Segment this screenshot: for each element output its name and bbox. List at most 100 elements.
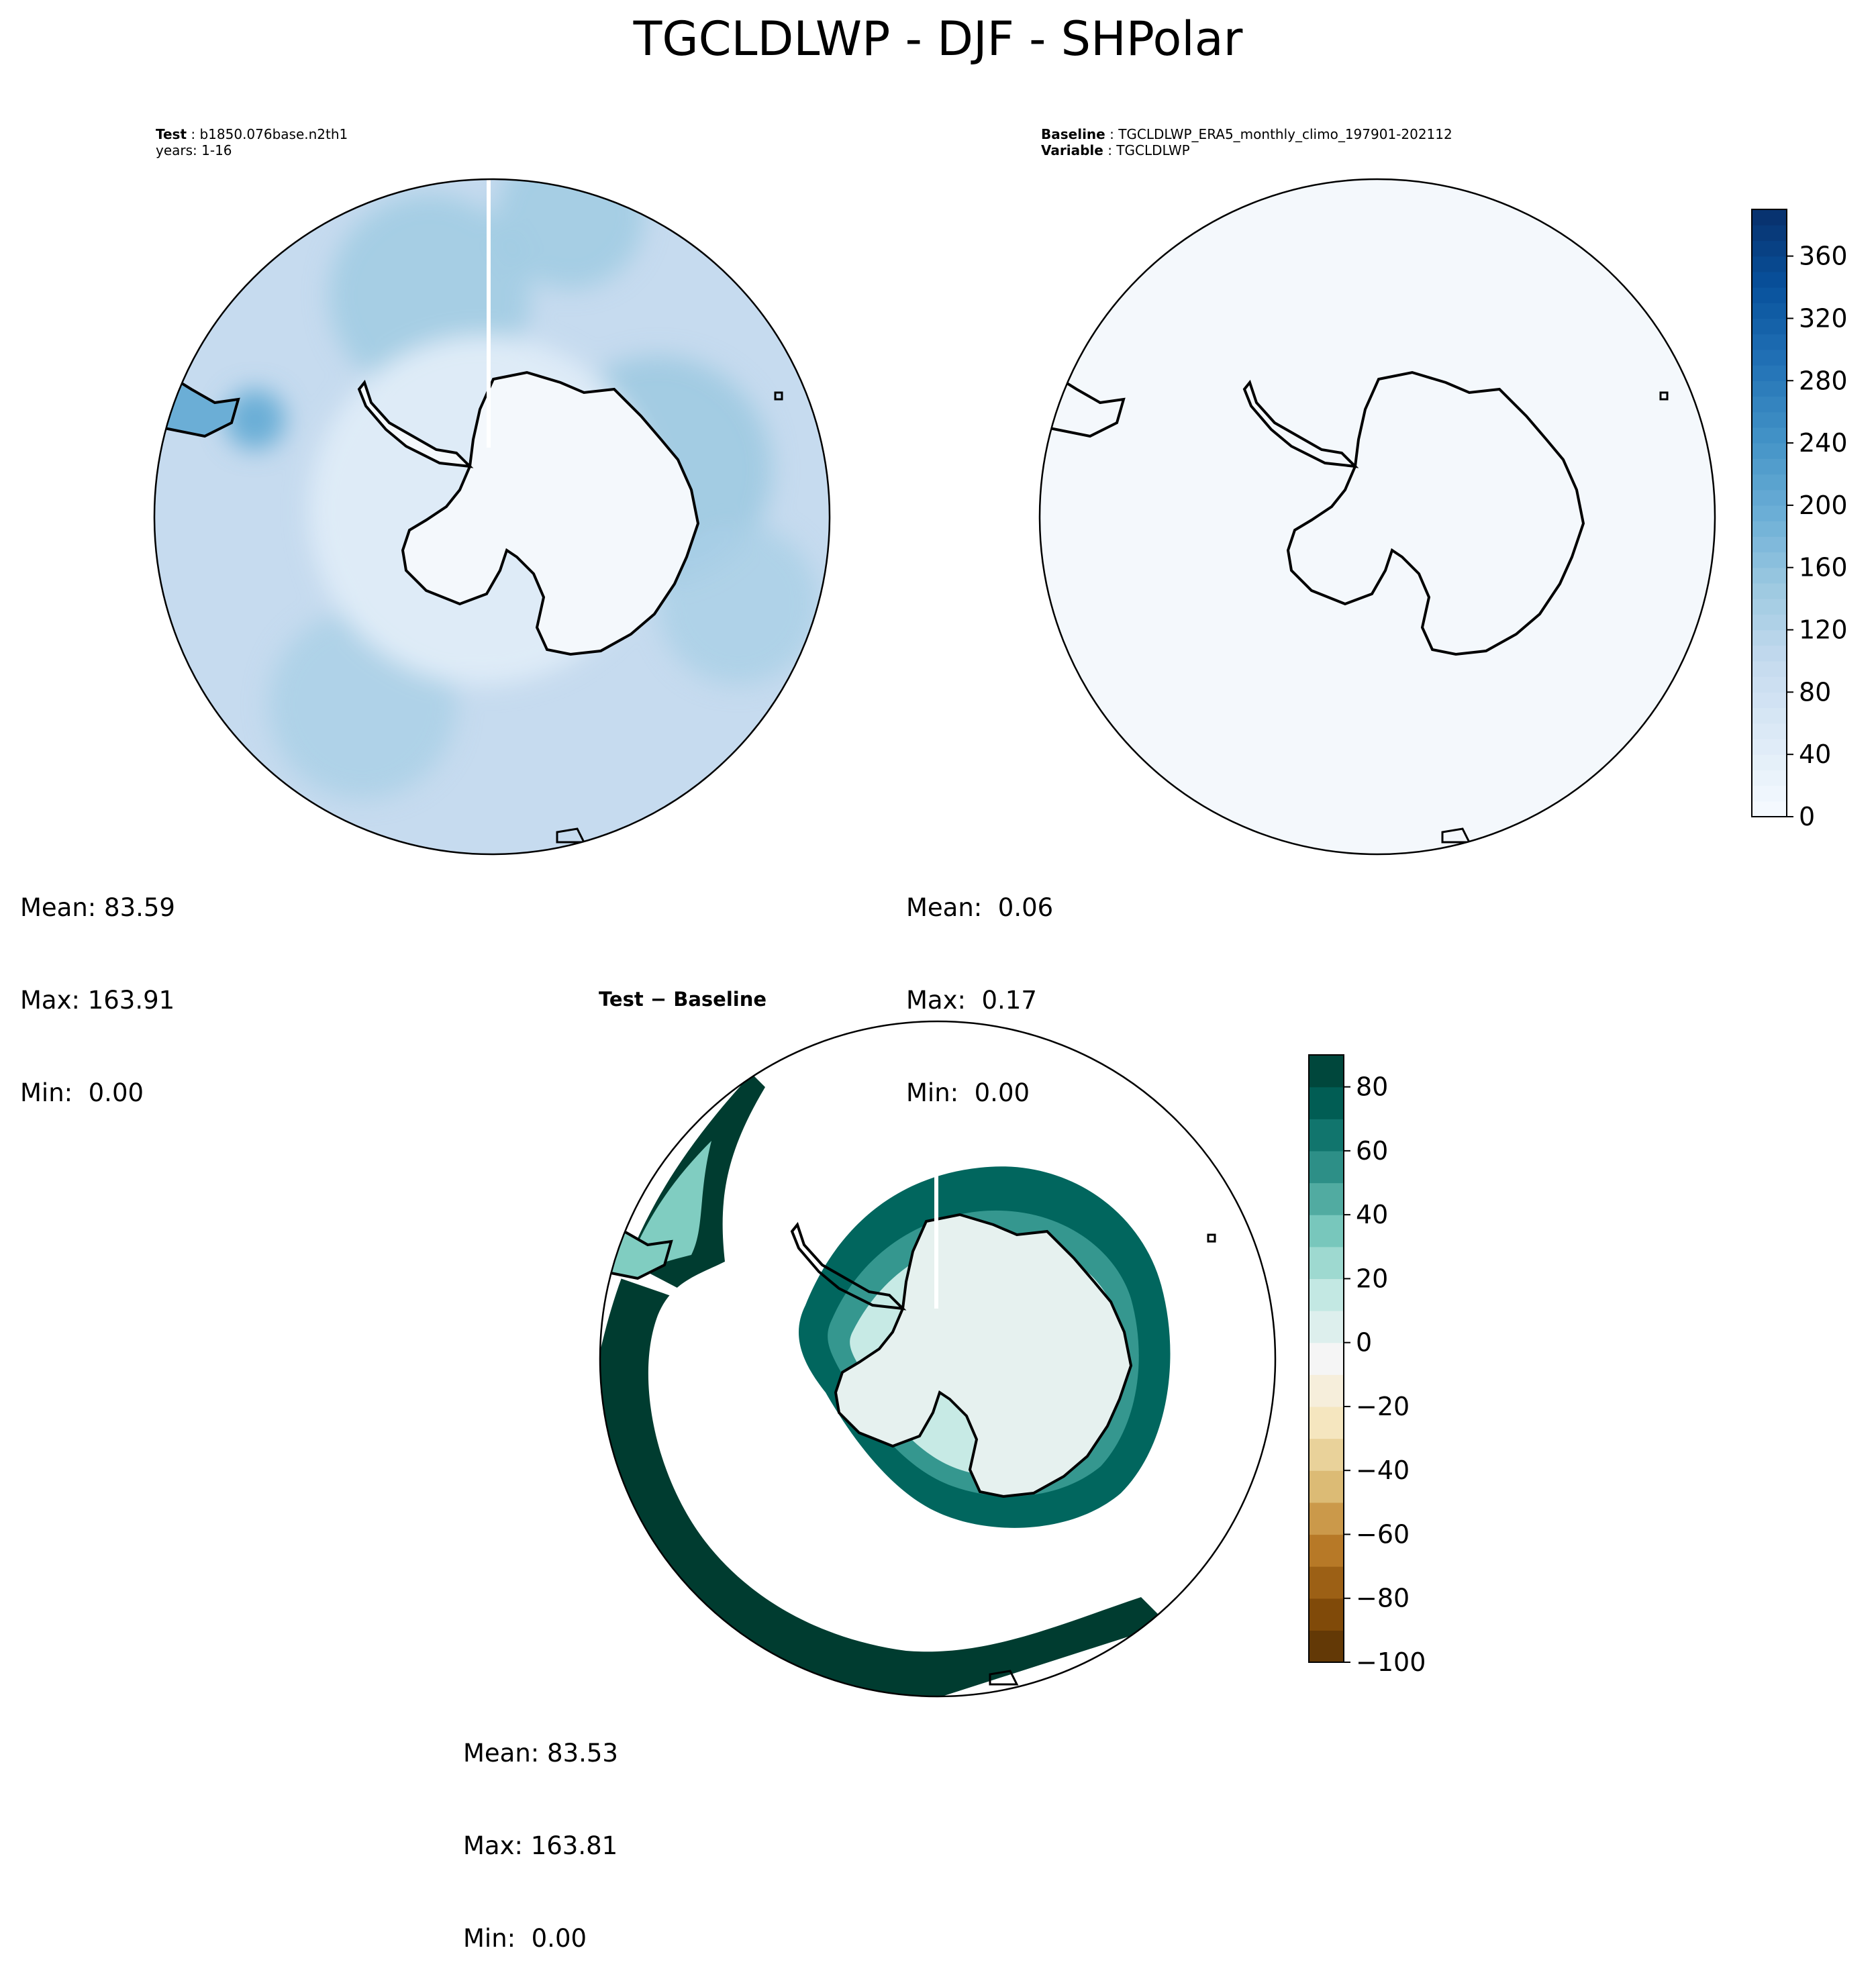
colorbar-band — [1752, 303, 1787, 319]
colorbar-band — [1309, 1566, 1344, 1599]
colorbar-band — [1752, 271, 1787, 288]
colorbar-tick-label: −80 — [1356, 1584, 1410, 1613]
colorbar-band — [1309, 1119, 1344, 1152]
colorbar-band — [1752, 256, 1787, 272]
colorbar-tick-label: 120 — [1799, 615, 1848, 645]
colorbar-band — [1309, 1470, 1344, 1503]
stat-mean: Mean: 83.59 — [20, 893, 175, 922]
colorbar-frame — [1308, 1054, 1344, 1663]
colorbar-band — [1752, 567, 1787, 584]
colorbar-band — [1752, 209, 1787, 225]
colorbar-tick-label: 40 — [1799, 740, 1831, 769]
stat-max: Max: 163.81 — [463, 1831, 618, 1860]
colorbar-band — [1752, 536, 1787, 553]
colorbar-tick-label: −20 — [1356, 1392, 1410, 1421]
colorbar-band — [1752, 738, 1787, 755]
colorbar-band — [1752, 458, 1787, 475]
colorbar-band — [1309, 1086, 1344, 1119]
colorbar-band — [1309, 1278, 1344, 1311]
colorbar-band — [1309, 1374, 1344, 1407]
colorbar-tick-label: −100 — [1356, 1647, 1426, 1677]
colorbar-band — [1752, 474, 1787, 491]
colorbar-band — [1752, 660, 1787, 677]
colorbar-band — [1309, 1215, 1344, 1248]
colorbar-tick-label: 0 — [1356, 1328, 1372, 1358]
colorbar-band — [1752, 629, 1787, 646]
colorbar-band — [1309, 1438, 1344, 1471]
colorbar-band — [1752, 505, 1787, 521]
colorbar-band — [1752, 754, 1787, 770]
colorbar-tick-label: 60 — [1356, 1136, 1388, 1166]
stat-max: Max: 163.91 — [20, 986, 175, 1015]
panel-test — [153, 178, 831, 856]
colorbar-tick-label: 280 — [1799, 366, 1848, 395]
colorbar-band — [1752, 334, 1787, 350]
header-key: Baseline — [1041, 126, 1105, 142]
colorbar-band — [1752, 411, 1787, 428]
colorbar-band — [1752, 225, 1787, 242]
colorbar-tick-label: 240 — [1799, 428, 1848, 458]
colorbar-band — [1309, 1246, 1344, 1280]
stat-min: Min: 0.00 — [906, 1078, 1030, 1107]
map-difference-border — [599, 1020, 1277, 1698]
colorbar-tick-label: 80 — [1799, 677, 1831, 707]
panel-baseline — [1038, 178, 1716, 856]
header-value: b1850.076base.n2th1 — [199, 126, 348, 142]
colorbar-band — [1309, 1055, 1344, 1088]
panel-baseline-header: Baseline : TGCLDLWP_ERA5_monthly_climo_1… — [1041, 126, 1452, 158]
header-key: Test — [599, 988, 644, 1011]
map-baseline-border — [1038, 178, 1716, 856]
colorbar-tick-label: 160 — [1799, 553, 1848, 582]
colorbar-tick-label: 360 — [1799, 242, 1848, 271]
stat-max: Max: 0.17 — [906, 986, 1037, 1015]
colorbar-frame — [1751, 209, 1787, 817]
colorbar-band — [1752, 692, 1787, 709]
colorbar-tick-label: 20 — [1356, 1264, 1388, 1293]
stat-mean: Mean: 83.53 — [463, 1739, 618, 1768]
colorbar-tick-label: −40 — [1356, 1456, 1410, 1485]
colorbar-tick-label: 80 — [1356, 1072, 1388, 1102]
header-key2: Baseline — [673, 988, 767, 1011]
header-years: years: 1-16 — [156, 142, 232, 158]
colorbar-band — [1309, 1150, 1344, 1184]
figure-title: TGCLDLWP - DJF - SHPolar — [633, 11, 1243, 66]
colorbar-tick-label: −60 — [1356, 1519, 1410, 1549]
colorbar-tick-label: 40 — [1356, 1200, 1388, 1229]
colorbar-band — [1752, 521, 1787, 537]
stat-min: Min: 0.00 — [20, 1078, 144, 1107]
header-value2: TGCLDLWP — [1116, 142, 1190, 158]
map-test-border — [153, 178, 831, 856]
colorbar-band — [1752, 785, 1787, 802]
colorbar-band — [1309, 1598, 1344, 1631]
colorbar-band — [1752, 676, 1787, 693]
colorbar-tick-label: 200 — [1799, 491, 1848, 520]
panel-difference-stats: Mean: 83.53 Max: 163.81 Min: 0.00 — [463, 1676, 618, 1985]
colorbar-band — [1752, 318, 1787, 335]
colorbar-band — [1752, 614, 1787, 631]
header-key: Test — [156, 126, 187, 142]
map-test-field — [154, 179, 819, 844]
colorbar-brbg: −100 −80 −60 −40 −20 0 20 40 60 80 — [1308, 1054, 1426, 1677]
header-key2: Variable — [1041, 142, 1103, 158]
colorbar-band — [1309, 1630, 1344, 1663]
colorbar-band — [1752, 443, 1787, 459]
missing-data-seam — [487, 179, 491, 448]
stat-mean: Mean: 0.06 — [906, 893, 1054, 922]
colorbar-band — [1309, 1182, 1344, 1215]
header-sep: − — [643, 988, 674, 1011]
colorbar-band — [1752, 552, 1787, 568]
colorbar-band — [1752, 365, 1787, 381]
panel-test-header: Test : b1850.076base.n2th1 years: 1-16 — [156, 126, 348, 158]
colorbar-band — [1752, 427, 1787, 444]
colorbar-band — [1752, 770, 1787, 786]
colorbar-blues: 0 40 80 120 160 200 240 280 320 360 — [1751, 209, 1848, 831]
colorbar-band — [1309, 1534, 1344, 1567]
colorbar-band — [1752, 707, 1787, 724]
colorbar-band — [1309, 1342, 1344, 1375]
colorbar-band — [1752, 599, 1787, 615]
colorbar-band — [1752, 287, 1787, 303]
panel-difference-header: Test − Baseline — [599, 988, 767, 1011]
colorbar-band — [1752, 240, 1787, 257]
colorbar-tick-label: 0 — [1799, 802, 1815, 831]
